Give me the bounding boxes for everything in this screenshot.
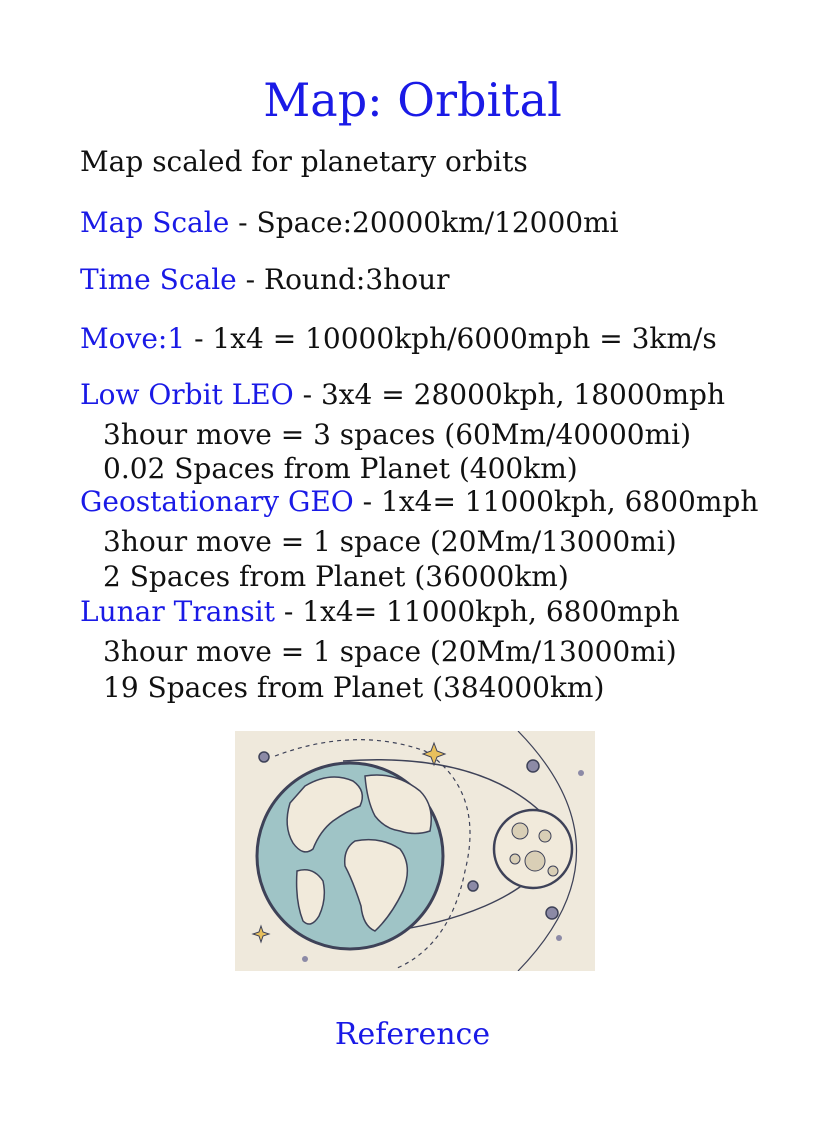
geo-detail-distance: 2 Spaces from Planet (36000km) — [103, 560, 569, 593]
geo-row: Geostationary GEO - 1x4= 11000kph, 6800m… — [80, 484, 758, 520]
small-planet-dot — [556, 935, 562, 941]
lunar-detail-distance: 19 Spaces from Planet (384000km) — [103, 671, 605, 704]
move-row: Move:1 - 1x4 = 10000kph/6000mph = 3km/s — [80, 321, 717, 357]
time-scale-value: - Round:3hour — [236, 263, 450, 296]
leo-row: Low Orbit LEO - 3x4 = 28000kph, 18000mph — [80, 377, 725, 413]
small-planet-dot — [467, 880, 479, 892]
small-planet-dot — [302, 956, 308, 962]
move-value: - 1x4 = 10000kph/6000mph = 3km/s — [185, 322, 717, 355]
small-planet-dot — [545, 906, 559, 920]
subtitle: Map scaled for planetary orbits — [80, 145, 528, 178]
reference-link[interactable]: Reference — [334, 1017, 491, 1052]
map-scale-value: - Space:20000km/12000mi — [229, 206, 619, 239]
star-sparkle-icon — [421, 741, 447, 767]
earth-moon-orbit-illustration — [235, 731, 595, 971]
earth-globe — [255, 761, 445, 951]
leo-label: Low Orbit LEO — [80, 378, 294, 411]
page-title: Map: Orbital — [263, 73, 562, 127]
map-scale-label: Map Scale — [80, 206, 230, 239]
map-scale-row: Map Scale - Space:20000km/12000mi — [80, 205, 619, 241]
move-label: Move:1 — [80, 322, 186, 355]
small-planet-dot — [258, 751, 270, 763]
time-scale-label: Time Scale — [80, 263, 237, 296]
lunar-label: Lunar Transit — [80, 595, 276, 628]
small-planet-dot — [526, 759, 540, 773]
leo-value: - 3x4 = 28000kph, 18000mph — [293, 378, 726, 411]
moon — [492, 808, 574, 890]
dashed-orbit-path — [274, 739, 471, 970]
lunar-row: Lunar Transit - 1x4= 11000kph, 6800mph — [80, 594, 680, 630]
geo-detail-move: 3hour move = 1 space (20Mm/13000mi) — [103, 525, 677, 558]
leo-detail-move: 3hour move = 3 spaces (60Mm/40000mi) — [103, 418, 692, 451]
outer-orbit-arc — [517, 731, 578, 971]
lunar-value: - 1x4= 11000kph, 6800mph — [275, 595, 680, 628]
geo-label: Geostationary GEO — [80, 485, 354, 518]
star-sparkle-icon — [251, 924, 271, 944]
leo-detail-distance: 0.02 Spaces from Planet (400km) — [103, 452, 578, 485]
geo-value: - 1x4= 11000kph, 6800mph — [353, 485, 759, 518]
time-scale-row: Time Scale - Round:3hour — [80, 262, 449, 298]
small-planet-dot — [578, 770, 584, 776]
lunar-detail-move: 3hour move = 1 space (20Mm/13000mi) — [103, 635, 677, 668]
